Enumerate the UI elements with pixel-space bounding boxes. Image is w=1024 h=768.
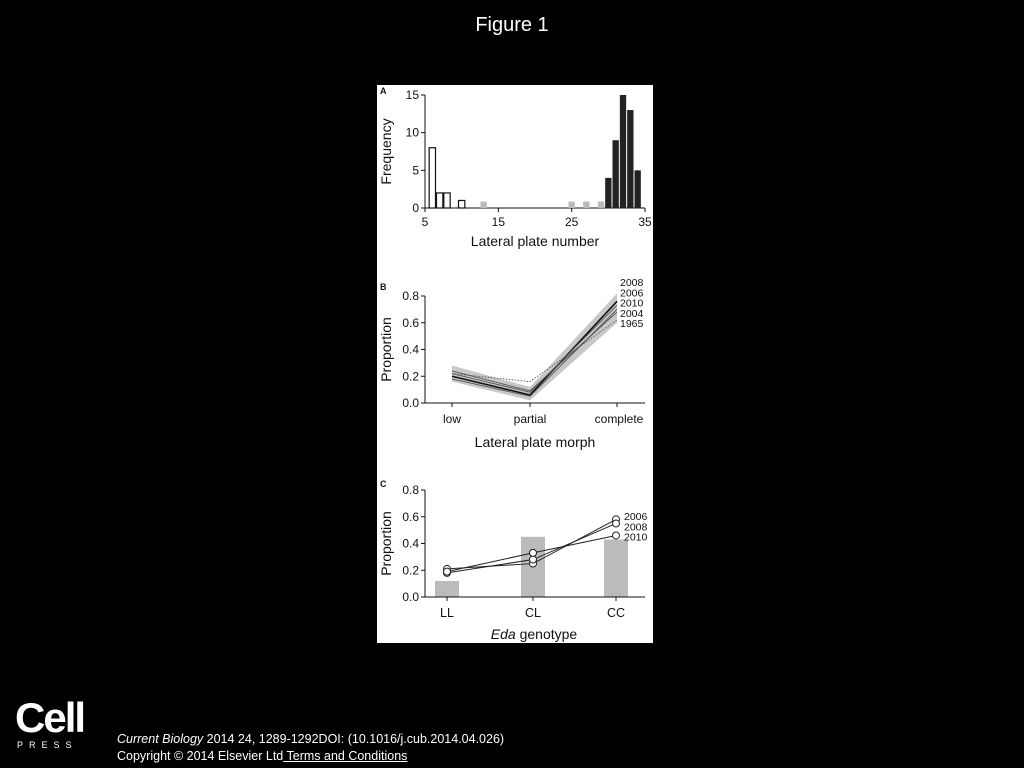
panel-a-x-tick-label: 15 bbox=[492, 215, 506, 229]
panel-b-y-label: Proportion bbox=[378, 317, 394, 382]
panel-b-range-band bbox=[452, 293, 617, 401]
panel-a-bar-dark bbox=[612, 140, 619, 208]
panel-b-series-line bbox=[451, 300, 618, 396]
panel-c-legend-label: 2010 bbox=[624, 532, 648, 544]
panel-b-x-tick-label: partial bbox=[514, 412, 547, 426]
panel-c-point bbox=[529, 548, 537, 557]
panel-c-letter: C bbox=[380, 479, 387, 489]
panel-a-bar-dark bbox=[634, 170, 641, 208]
panel-c-point bbox=[529, 555, 537, 564]
citation-details: 2014 24, 1289-1292DOI: (10.1016/j.cub.20… bbox=[203, 732, 505, 746]
panel-a-bar-grey bbox=[480, 201, 487, 208]
panel-a-y-tick-label: 10 bbox=[406, 126, 420, 140]
panel-a-y-tick-label: 0 bbox=[412, 201, 419, 215]
panel-b-legend-label: 2010 bbox=[620, 298, 644, 310]
panel-a-bar-open bbox=[435, 192, 444, 209]
panel-a-x-tick-label: 25 bbox=[565, 215, 579, 229]
terms-link[interactable]: Terms and Conditions bbox=[283, 749, 408, 763]
panel-c-legend-label: 2008 bbox=[624, 521, 648, 533]
panel-a-y-tick-label: 5 bbox=[412, 163, 419, 177]
panel-b-legend-label: 2004 bbox=[620, 308, 644, 320]
citation: Current Biology 2014 24, 1289-1292DOI: (… bbox=[117, 731, 504, 765]
panel-b-y-tick-label: 0.2 bbox=[402, 369, 419, 383]
panel-c-bar bbox=[604, 539, 628, 597]
cell-press-logo: Cell PRESS bbox=[15, 694, 86, 750]
panel-b-x-label: Lateral plate morph bbox=[475, 434, 596, 450]
panel-c-legend-label: 2006 bbox=[624, 511, 648, 523]
panel-a-bar-open bbox=[457, 199, 466, 209]
panel-c-x-label: Eda genotype bbox=[491, 626, 578, 642]
panel-c-y-tick-label: 0.0 bbox=[402, 590, 419, 604]
panel-b-series-line bbox=[451, 305, 618, 393]
panel-b-series-line bbox=[451, 319, 618, 383]
panel-b-x-tick-label: low bbox=[443, 412, 461, 426]
panel-a-x-tick-label: 5 bbox=[422, 215, 429, 229]
panel-c-point bbox=[612, 531, 620, 540]
panel-b-letter: B bbox=[380, 282, 387, 292]
panel-a-bar-grey bbox=[597, 201, 605, 208]
citation-journal: Current Biology bbox=[117, 732, 204, 746]
panel-a-bar-dark bbox=[619, 95, 627, 208]
panel-c-x-tick-label: CC bbox=[607, 606, 625, 620]
panel-b-legend-label: 1965 bbox=[620, 318, 644, 330]
panel-a-bar-dark bbox=[627, 110, 634, 208]
panel-a-y-tick-label: 15 bbox=[406, 88, 420, 102]
panel-a-bar-open bbox=[443, 192, 451, 209]
panel-b-legend-label: 2006 bbox=[620, 287, 644, 299]
panel-c-y-label: Proportion bbox=[378, 511, 394, 576]
logo-press: PRESS bbox=[17, 740, 78, 750]
figure-panel: A 0 5 10 15 5 15 25 35 Lateral plate number Freque… bbox=[377, 85, 653, 643]
panel-a-y-label: Frequency bbox=[378, 118, 394, 184]
panel-c-y-tick-label: 0.4 bbox=[402, 537, 419, 551]
panel-a-letter: A bbox=[380, 86, 387, 96]
panel-c-x-tick-label: CL bbox=[525, 606, 541, 620]
panel-c-point bbox=[443, 567, 451, 576]
copyright-line: Copyright © 2014 Elsevier Ltd Terms and … bbox=[117, 748, 504, 765]
panel-c-y-tick-label: 0.8 bbox=[402, 483, 419, 497]
panel-c-bar bbox=[435, 580, 459, 597]
panel-b-x-tick-label: complete bbox=[595, 412, 644, 426]
panel-a-x-tick-label: 35 bbox=[638, 215, 652, 229]
panel-a-bar-grey bbox=[583, 201, 590, 208]
panel-c-point bbox=[612, 519, 620, 528]
panel-a-bar-grey bbox=[568, 201, 575, 208]
panel-c-y-tick-label: 0.6 bbox=[402, 510, 419, 524]
slide-title: Figure 1 bbox=[475, 14, 549, 36]
panel-c-x-tick-label: LL bbox=[440, 606, 454, 620]
copyright-text: Copyright © 2014 Elsevier Ltd bbox=[117, 749, 284, 763]
panel-b-y-tick-label: 0.8 bbox=[402, 289, 419, 303]
panel-b-series-line bbox=[451, 311, 618, 392]
panel-a-bar-dark bbox=[605, 177, 612, 208]
panel-a-x-label: Lateral plate number bbox=[471, 233, 600, 249]
logo-word: Cell bbox=[15, 694, 86, 741]
panel-c-y-tick-label: 0.2 bbox=[402, 563, 419, 577]
panel-b-y-tick-label: 0.0 bbox=[402, 396, 419, 410]
citation-line: Current Biology 2014 24, 1289-1292DOI: (… bbox=[117, 731, 504, 748]
panel-b-legend-label: 2008 bbox=[620, 277, 644, 289]
panel-b-y-tick-label: 0.6 bbox=[402, 316, 419, 330]
panel-b-y-tick-label: 0.4 bbox=[402, 343, 419, 357]
panel-a-bar-open bbox=[428, 147, 437, 209]
